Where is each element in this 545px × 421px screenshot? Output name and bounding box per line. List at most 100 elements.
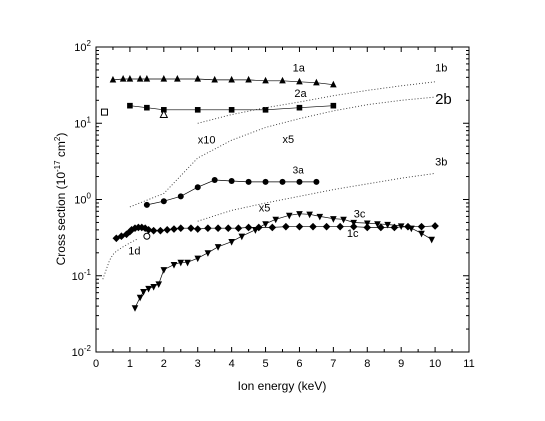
series-1c: [112, 222, 439, 243]
y-tick-label: 10-1: [72, 268, 92, 283]
triangle-down-marker: [150, 284, 157, 291]
diamond-marker: [417, 222, 426, 231]
diamond-marker: [156, 226, 165, 235]
series-layer: [100, 75, 439, 312]
triangle-down-marker: [296, 211, 303, 218]
triangle-down-marker: [194, 255, 202, 263]
series-1a: [109, 75, 337, 88]
triangle-down-marker: [184, 259, 191, 267]
circle-marker: [296, 178, 303, 185]
triangle-up-marker: [194, 75, 202, 82]
triangle-up-marker: [296, 77, 303, 85]
diamond-marker: [322, 222, 331, 231]
triangle-down-marker: [262, 221, 269, 228]
series-2b: [129, 96, 436, 208]
curve-label-2b: 2b: [435, 91, 452, 108]
series-2a: [127, 102, 337, 113]
triangle-down-marker: [252, 227, 259, 234]
x-tick-label: 1: [127, 358, 133, 370]
y-tick-label: 100: [74, 192, 91, 207]
x-tick-label: 9: [398, 358, 404, 370]
triangle-down-marker: [145, 285, 152, 293]
diamond-marker: [163, 226, 172, 234]
triangle-up-marker: [262, 76, 269, 84]
circle-marker: [279, 178, 286, 185]
triangle-up-marker: [109, 75, 117, 83]
curve-label-x5: x5: [283, 134, 295, 146]
square-marker: [330, 102, 337, 109]
diamond-marker: [144, 226, 153, 234]
curve-label-1a: 1a: [293, 62, 306, 74]
triangle-up-marker: [174, 75, 181, 82]
x-tick-label: 8: [364, 358, 370, 370]
diamond-marker: [187, 224, 195, 233]
series-line-1a: [112, 78, 334, 86]
curve-label-3b: 3b: [435, 156, 447, 168]
diamond-marker: [193, 225, 202, 233]
triangle-down-marker: [363, 220, 371, 228]
diamond-marker: [336, 222, 344, 231]
circle-marker: [194, 184, 201, 191]
triangle-down-marker: [350, 219, 358, 227]
curve-label-3a: 3a: [293, 165, 305, 176]
diamond-marker: [214, 224, 222, 233]
diamond-marker: [149, 226, 158, 235]
series-line-2b: [129, 96, 436, 208]
triangle-up-marker: [211, 75, 218, 83]
diamond-marker: [295, 222, 304, 231]
triangle-up-marker: [245, 75, 252, 83]
open-circle-marker: [143, 232, 151, 240]
series-3c: [131, 211, 435, 312]
x-tick-label: 0: [93, 358, 99, 370]
circle-marker: [177, 193, 184, 200]
curve-label-x5: x5: [259, 202, 271, 214]
triangle-down-marker: [306, 211, 313, 219]
square-marker: [144, 104, 150, 111]
x-tick-label: 3: [195, 358, 201, 370]
diamond-marker: [224, 224, 233, 233]
diamond-marker: [117, 232, 126, 241]
triangle-down-marker: [136, 294, 144, 302]
triangle-down-marker: [204, 250, 212, 257]
circle-marker: [211, 177, 218, 184]
extra-points: [100, 108, 169, 240]
curve-label-1d: 1d: [128, 245, 140, 257]
triangle-up-marker: [313, 78, 320, 86]
circle-marker: [143, 201, 150, 208]
triangle-down-marker: [228, 239, 235, 246]
diamond-marker: [404, 222, 412, 231]
labels-layer: 1a 1b 2a 2b 3a 3b 3c 1c 1d x10 x5 x5: [128, 62, 452, 257]
series-3a: [143, 177, 320, 208]
diamond-marker: [170, 225, 178, 233]
diamond-marker: [390, 223, 399, 232]
triangle-up-marker: [160, 75, 168, 82]
diamond-marker: [122, 230, 131, 239]
triangle-down-marker: [155, 281, 163, 288]
diamond-marker: [349, 222, 358, 231]
triangle-down-marker: [374, 221, 381, 228]
axis-ticks: 0 1 2 3 4 5 6 7 8 9 10 11 10-2 10-1 100 101 102: [72, 39, 475, 370]
x-tick-label: 6: [296, 358, 302, 370]
curve-label-2a: 2a: [294, 88, 307, 100]
x-tick-label: 11: [463, 358, 474, 370]
x-tick-label: 10: [429, 358, 441, 370]
square-marker: [127, 102, 133, 109]
x-tick-label: 7: [330, 358, 336, 370]
triangle-up-marker: [119, 75, 127, 82]
curve-label-x10: x10: [198, 135, 216, 147]
triangle-down-marker: [397, 223, 405, 230]
triangle-up-marker: [136, 75, 144, 82]
triangle-down-marker: [177, 259, 185, 267]
x-tick-label: 5: [262, 358, 268, 370]
triangle-down-marker: [170, 262, 178, 269]
triangle-down-marker: [316, 213, 324, 221]
triangle-down-marker: [140, 288, 147, 296]
diamond-marker: [244, 223, 253, 232]
curve-label-3c: 3c: [354, 209, 366, 221]
y-tick-label: 101: [74, 115, 91, 130]
triangle-up-marker: [143, 75, 151, 82]
x-tick-label: 4: [229, 358, 235, 370]
triangle-down-marker: [214, 244, 222, 251]
diamond-marker: [309, 222, 317, 231]
